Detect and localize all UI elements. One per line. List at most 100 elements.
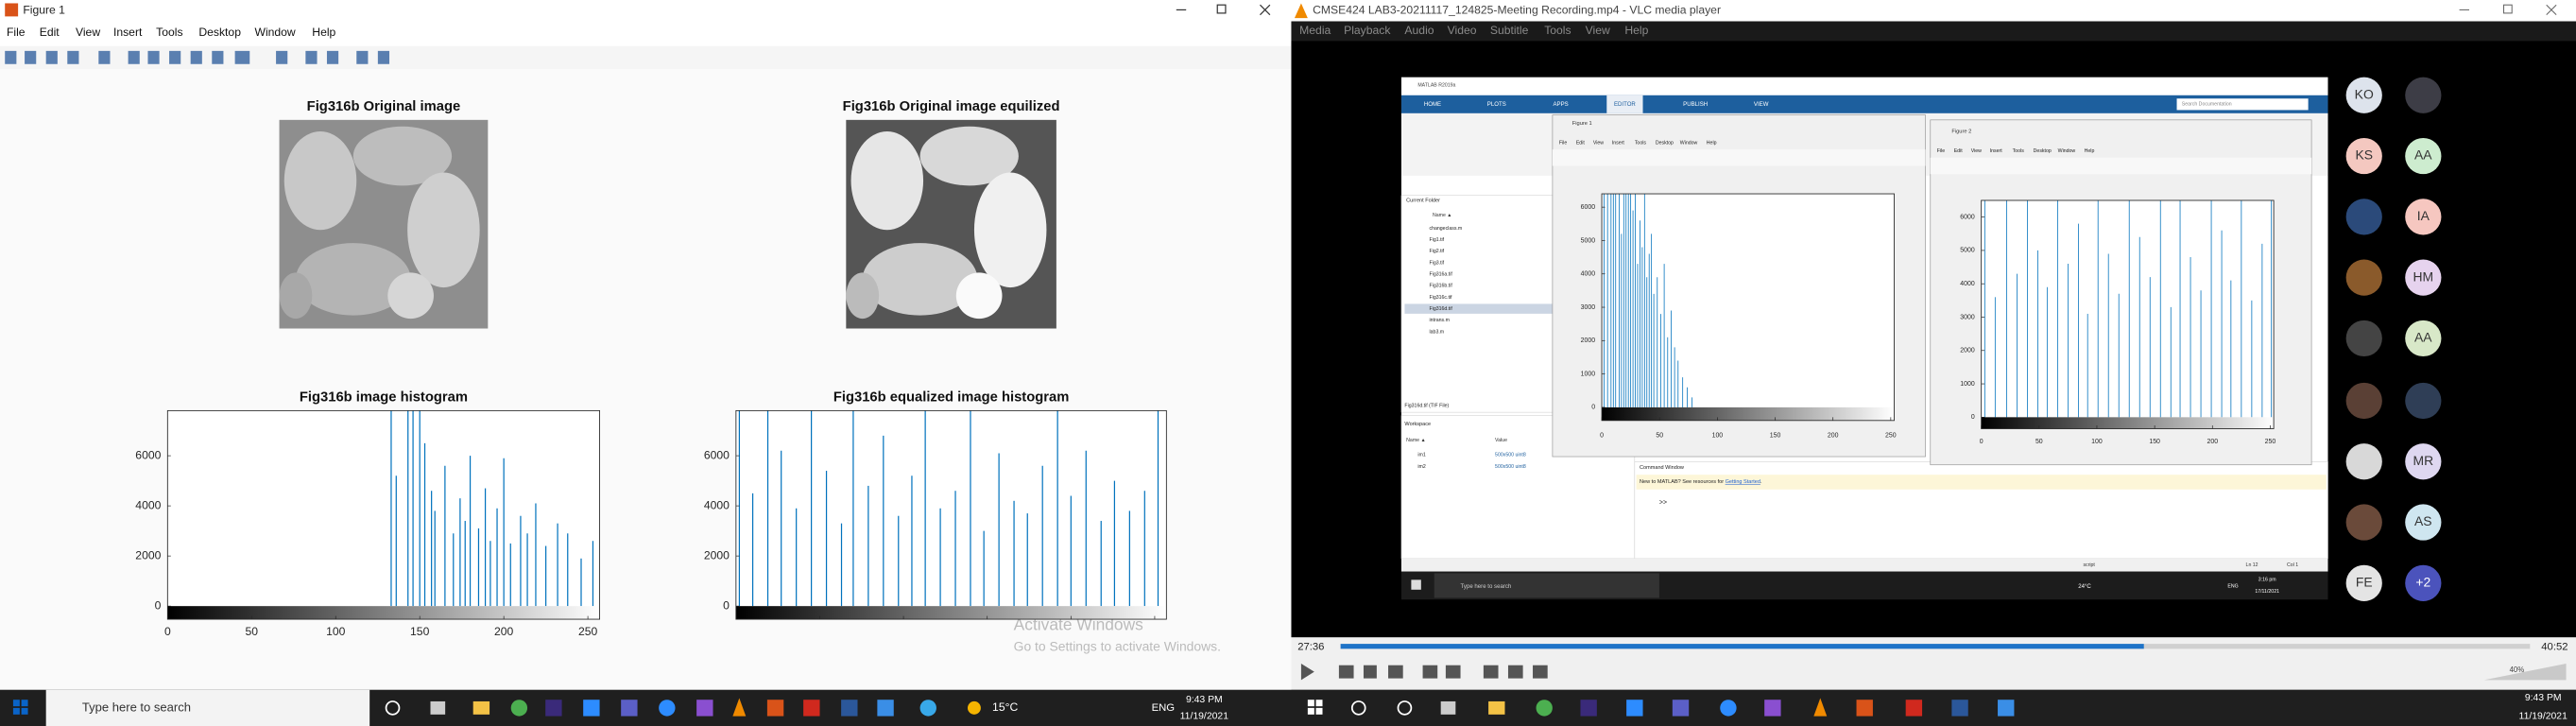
progress-played[interactable] bbox=[1340, 644, 2144, 649]
vlc-menu-item[interactable]: Playback bbox=[1344, 24, 1391, 37]
rec-figure-menu[interactable]: Edit bbox=[1954, 148, 1964, 154]
participant-avatar bbox=[2405, 320, 2442, 357]
rec-figure-title: Figure 2 bbox=[1951, 130, 1971, 135]
vlc-menu-item[interactable]: Audio bbox=[1404, 24, 1434, 37]
axes-background bbox=[1981, 199, 2275, 429]
vlc-menu-item[interactable]: Subtitle bbox=[1490, 24, 1529, 37]
rec-status: Col 1 bbox=[2287, 562, 2298, 568]
rec-notice-bar bbox=[1636, 475, 2327, 490]
vlc-title: CMSE424 LAB3-20211117_124825-Meeting Rec… bbox=[1313, 4, 1721, 17]
original-image bbox=[279, 119, 489, 329]
rec-selected-file bbox=[1404, 303, 1553, 314]
rec-column-header: Name ▲ bbox=[1433, 213, 1451, 218]
weather: 15°C bbox=[992, 700, 1018, 714]
rec-active-tab bbox=[1606, 95, 1643, 113]
rec-file: Fig3.tif bbox=[1430, 260, 1445, 266]
vlc-menu-item[interactable]: Video bbox=[1448, 24, 1477, 37]
rec-figure-menu[interactable]: Help bbox=[2085, 148, 2095, 154]
rec-file: Fig316d.tif bbox=[1430, 306, 1453, 312]
x-tick-label: 150 bbox=[2149, 439, 2160, 445]
title-bar bbox=[0, 0, 1292, 22]
menu-item[interactable]: Insert bbox=[113, 26, 143, 39]
rec-start[interactable] bbox=[1411, 579, 1421, 590]
vlc-menu-bar bbox=[1291, 21, 2576, 42]
rec-notice-end: . bbox=[1760, 479, 1762, 485]
x-tick-label: 200 bbox=[1828, 432, 1839, 439]
participant-avatar bbox=[2345, 564, 2382, 601]
participant-avatar bbox=[2405, 504, 2442, 541]
x-tick-label: 200 bbox=[494, 625, 514, 638]
participant-avatar bbox=[2405, 259, 2442, 296]
vlc-window-controls[interactable] bbox=[2459, 4, 2557, 16]
vlc-menu-item[interactable]: Media bbox=[1299, 24, 1331, 37]
toolbar-icons[interactable] bbox=[5, 50, 390, 64]
rec-figure-menu[interactable]: Window bbox=[2058, 148, 2076, 154]
app-icon bbox=[5, 3, 19, 17]
taskbar-apps[interactable] bbox=[385, 698, 2015, 717]
rec-figure-menu[interactable]: Tools bbox=[1635, 141, 1647, 147]
x-tick-label: 250 bbox=[578, 625, 598, 638]
axes-frame bbox=[735, 409, 1167, 620]
participant-initials: HM bbox=[2413, 268, 2434, 284]
rec-weather: 24°C bbox=[2078, 583, 2091, 590]
rec-panel-title: Command Window bbox=[1640, 465, 1685, 471]
rec-figure-menu[interactable]: File bbox=[1559, 141, 1567, 147]
colorbar bbox=[735, 606, 1167, 620]
x-tick-label: 150 bbox=[410, 625, 430, 638]
chart-title: Fig316b equalized image histogram bbox=[833, 389, 1070, 405]
menu-item[interactable]: Window bbox=[254, 26, 295, 39]
rec-clock-time: 3:16 pm bbox=[2258, 578, 2276, 583]
window-controls[interactable] bbox=[1176, 4, 1271, 16]
menu-item[interactable]: Edit bbox=[40, 26, 60, 39]
participant-initials: AA bbox=[2414, 147, 2432, 163]
rec-tab[interactable]: EDITOR bbox=[1614, 101, 1636, 108]
rec-figure-menu[interactable]: File bbox=[1937, 148, 1945, 154]
menu-item[interactable]: Desktop bbox=[198, 26, 241, 39]
taskbar-search[interactable] bbox=[45, 689, 370, 726]
axes-frame bbox=[1981, 199, 2275, 429]
rec-figure-menu[interactable]: Insert bbox=[1990, 148, 2003, 154]
participant-initials: KS bbox=[2355, 147, 2373, 163]
rec-search-placeholder: Type here to search bbox=[1461, 583, 1512, 590]
colorbar bbox=[1981, 417, 2275, 429]
vlc-menu-item[interactable]: View bbox=[1586, 24, 1610, 37]
menu-item[interactable]: Help bbox=[312, 26, 335, 39]
rec-figure-menu[interactable]: View bbox=[1593, 141, 1604, 147]
search-placeholder[interactable]: Type here to search bbox=[82, 700, 191, 714]
rec-figure-menu[interactable]: Help bbox=[1707, 141, 1717, 147]
colorbar bbox=[167, 606, 600, 620]
start-button[interactable] bbox=[12, 700, 28, 715]
image-title: Fig316b Original image equilized bbox=[843, 99, 1060, 114]
participant-initials: AA bbox=[2414, 330, 2432, 345]
rec-figure-menu[interactable]: Edit bbox=[1576, 141, 1586, 147]
menu-item[interactable]: File bbox=[7, 26, 26, 39]
y-tick-label: 0 bbox=[155, 598, 162, 612]
x-tick-label: 250 bbox=[2265, 439, 2276, 445]
y-tick-label: 2000 bbox=[1581, 337, 1596, 344]
rec-tab[interactable]: PUBLISH bbox=[1683, 101, 1708, 108]
start-button-2[interactable] bbox=[1307, 700, 1323, 715]
vlc-menu-item[interactable]: Tools bbox=[1544, 24, 1571, 37]
rec-figure-menu[interactable]: Window bbox=[1680, 141, 1698, 147]
rec-figure-menu[interactable]: Desktop bbox=[1656, 141, 1674, 147]
rec-figure-menu[interactable]: Tools bbox=[2013, 148, 2025, 154]
rec-figure-menu[interactable]: Insert bbox=[1612, 141, 1625, 147]
playback-buttons[interactable] bbox=[1300, 663, 1548, 681]
x-tick-label: 100 bbox=[1712, 432, 1724, 439]
rec-tab[interactable]: VIEW bbox=[1754, 101, 1769, 108]
menu-item[interactable]: View bbox=[76, 26, 100, 39]
rec-tab[interactable]: PLOTS bbox=[1487, 101, 1506, 108]
rec-figure-menu[interactable]: View bbox=[1971, 148, 1982, 154]
rec-notice-link[interactable]: Getting Started bbox=[1726, 479, 1760, 485]
watermark-subtitle: Go to Settings to activate Windows. bbox=[1014, 638, 1221, 653]
vlc-menu-item[interactable]: Help bbox=[1624, 24, 1648, 37]
y-tick-label: 6000 bbox=[1581, 204, 1596, 211]
rec-tab[interactable]: HOME bbox=[1424, 101, 1441, 108]
y-tick-label: 4000 bbox=[1581, 271, 1596, 278]
rec-figure-menu[interactable]: Desktop bbox=[2034, 148, 2052, 154]
rec-tab[interactable]: APPS bbox=[1553, 101, 1568, 108]
taskbar bbox=[0, 689, 2576, 726]
menu-item[interactable]: Tools bbox=[156, 26, 182, 39]
